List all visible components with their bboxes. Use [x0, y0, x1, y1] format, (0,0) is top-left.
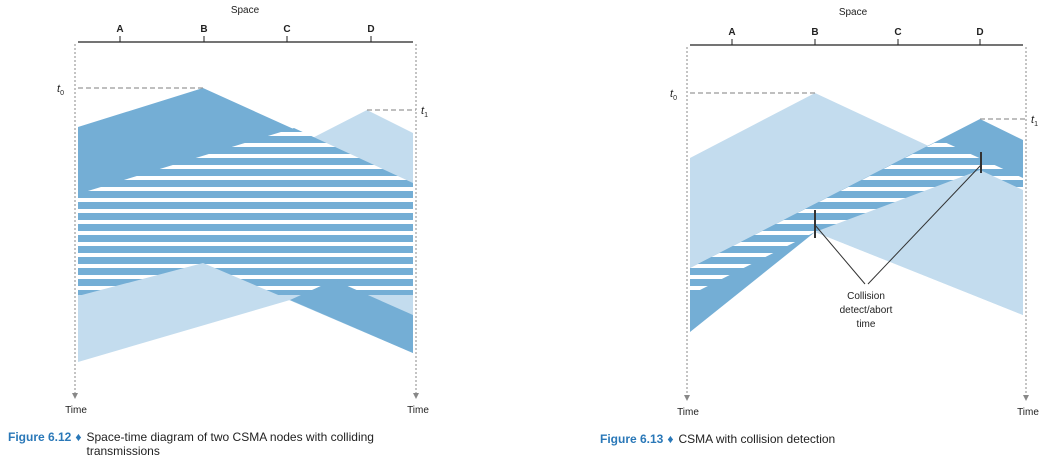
- node-label-b: B: [811, 27, 818, 38]
- caption-text: Space-time diagram of two CSMA nodes wit…: [86, 430, 373, 458]
- time-arrow-left: [684, 395, 690, 401]
- caption-separator: ♦: [667, 432, 674, 446]
- t1-label: t1: [421, 105, 428, 119]
- node-label-a: A: [728, 27, 735, 38]
- node-label-c: C: [283, 24, 290, 35]
- time-arrow-left: [72, 393, 78, 399]
- caption-text: CSMA with collision detection: [678, 432, 836, 446]
- time-label-right: Time: [1017, 407, 1039, 418]
- caption-line-1: Space-time diagram of two CSMA nodes wit…: [86, 430, 374, 444]
- time-label-left: Time: [65, 405, 87, 416]
- space-label: Space: [231, 5, 260, 16]
- caption-line-2: transmissions: [86, 444, 160, 458]
- time-label-right: Time: [407, 405, 429, 416]
- callout-line-b: [814, 224, 866, 285]
- time-arrow-right: [1023, 395, 1029, 401]
- figure-caption-6-12: Figure 6.12 ♦ Space-time diagram of two CS…: [8, 430, 374, 458]
- transmission-d-tail: [78, 263, 290, 362]
- annotation-line-1: Collision: [847, 291, 885, 302]
- annotation-line-3: time: [857, 319, 876, 330]
- t0-label: t0: [57, 83, 64, 97]
- caption-separator: ♦: [75, 430, 82, 444]
- time-arrow-right: [413, 393, 419, 399]
- transmission-b-tail: [290, 280, 413, 353]
- diagram-csma-collision: Space A B C D t0 t1 Time Time: [57, 5, 429, 416]
- time-label-left: Time: [677, 407, 699, 418]
- collision-overlap-region: [78, 128, 413, 295]
- abort-region-b: [815, 170, 1023, 315]
- node-label-d: D: [976, 27, 983, 38]
- node-label-c: C: [894, 27, 901, 38]
- t0-label: t0: [670, 88, 677, 102]
- node-label-b: B: [200, 24, 207, 35]
- node-label-d: D: [367, 24, 374, 35]
- annotation-line-2: detect/abort: [840, 305, 893, 316]
- diagram-csma-cd: Space A B C D t0 t1 Collision detect/abo…: [670, 7, 1039, 418]
- figure-number: Figure 6.13: [600, 432, 664, 446]
- figure-caption-6-13: Figure 6.13 ♦ CSMA with collision detectio…: [600, 432, 835, 446]
- callout-line-d: [867, 164, 982, 285]
- space-label: Space: [839, 7, 868, 18]
- t1-label: t1: [1031, 114, 1038, 128]
- figure-number: Figure 6.12: [8, 430, 72, 444]
- node-label-a: A: [116, 24, 123, 35]
